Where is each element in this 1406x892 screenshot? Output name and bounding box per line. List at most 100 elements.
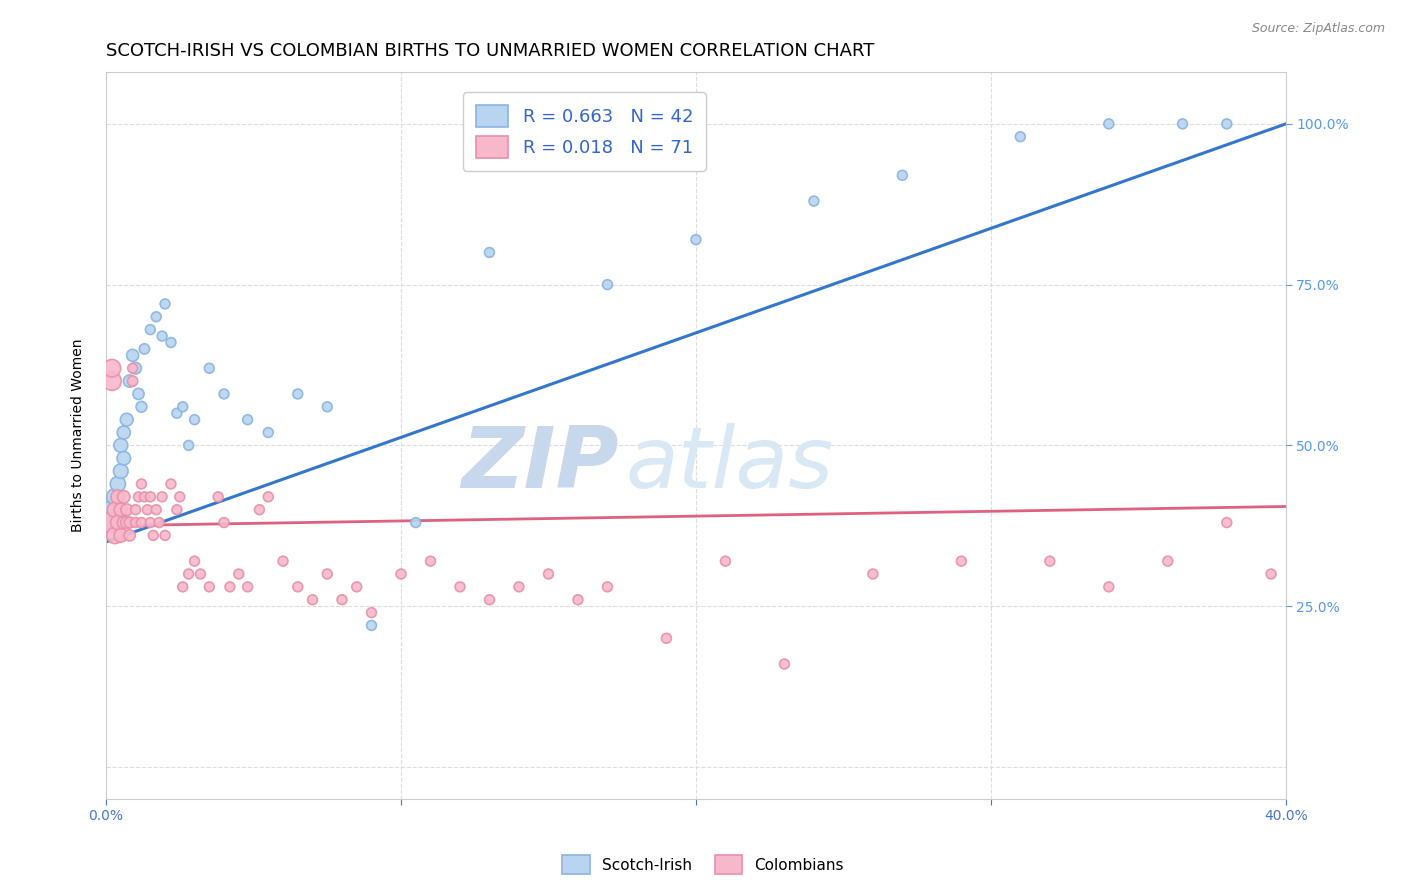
- Point: [101, 374, 124, 388]
- Point: [236, 580, 259, 594]
- Point: [212, 516, 235, 530]
- Point: [803, 194, 825, 208]
- Point: [419, 554, 441, 568]
- Point: [212, 387, 235, 401]
- Point: [136, 502, 159, 516]
- Text: Source: ZipAtlas.com: Source: ZipAtlas.com: [1251, 22, 1385, 36]
- Point: [257, 490, 280, 504]
- Y-axis label: Births to Unmarried Women: Births to Unmarried Women: [72, 339, 86, 533]
- Point: [287, 387, 309, 401]
- Point: [107, 490, 129, 504]
- Point: [1171, 117, 1194, 131]
- Point: [537, 566, 560, 581]
- Point: [104, 516, 127, 530]
- Legend: Scotch-Irish, Colombians: Scotch-Irish, Colombians: [555, 849, 851, 880]
- Point: [1010, 129, 1032, 144]
- Point: [150, 329, 173, 343]
- Point: [101, 361, 124, 376]
- Point: [567, 592, 589, 607]
- Point: [346, 580, 368, 594]
- Point: [110, 438, 132, 452]
- Point: [134, 342, 156, 356]
- Point: [228, 566, 250, 581]
- Point: [1157, 554, 1180, 568]
- Point: [207, 490, 229, 504]
- Point: [950, 554, 973, 568]
- Point: [236, 412, 259, 426]
- Point: [112, 451, 135, 466]
- Point: [478, 245, 501, 260]
- Point: [249, 502, 271, 516]
- Point: [121, 374, 143, 388]
- Text: SCOTCH-IRISH VS COLOMBIAN BIRTHS TO UNMARRIED WOMEN CORRELATION CHART: SCOTCH-IRISH VS COLOMBIAN BIRTHS TO UNMA…: [105, 42, 875, 60]
- Point: [118, 374, 141, 388]
- Point: [862, 566, 884, 581]
- Point: [405, 516, 427, 530]
- Point: [145, 502, 167, 516]
- Point: [1216, 516, 1239, 530]
- Point: [118, 516, 141, 530]
- Point: [131, 477, 153, 491]
- Point: [773, 657, 796, 671]
- Point: [271, 554, 294, 568]
- Point: [115, 516, 138, 530]
- Point: [153, 528, 176, 542]
- Point: [124, 502, 146, 516]
- Point: [190, 566, 212, 581]
- Point: [478, 592, 501, 607]
- Point: [145, 310, 167, 324]
- Point: [124, 361, 146, 376]
- Point: [257, 425, 280, 440]
- Point: [172, 580, 194, 594]
- Point: [166, 406, 188, 420]
- Point: [177, 438, 200, 452]
- Point: [160, 335, 183, 350]
- Point: [360, 606, 382, 620]
- Point: [330, 592, 353, 607]
- Point: [101, 502, 124, 516]
- Point: [301, 592, 323, 607]
- Point: [104, 490, 127, 504]
- Point: [128, 490, 150, 504]
- Point: [219, 580, 242, 594]
- Point: [107, 477, 129, 491]
- Text: ZIP: ZIP: [461, 424, 619, 507]
- Point: [112, 425, 135, 440]
- Point: [1216, 117, 1239, 131]
- Point: [110, 528, 132, 542]
- Point: [287, 580, 309, 594]
- Point: [112, 490, 135, 504]
- Point: [1039, 554, 1062, 568]
- Point: [160, 477, 183, 491]
- Point: [360, 618, 382, 632]
- Point: [449, 580, 471, 594]
- Point: [118, 528, 141, 542]
- Point: [121, 361, 143, 376]
- Point: [104, 502, 127, 516]
- Point: [110, 464, 132, 478]
- Point: [131, 516, 153, 530]
- Point: [183, 412, 205, 426]
- Point: [150, 490, 173, 504]
- Point: [115, 412, 138, 426]
- Point: [107, 516, 129, 530]
- Point: [134, 490, 156, 504]
- Point: [1098, 580, 1121, 594]
- Point: [596, 580, 619, 594]
- Point: [139, 516, 162, 530]
- Point: [508, 580, 530, 594]
- Point: [316, 400, 339, 414]
- Point: [172, 400, 194, 414]
- Point: [139, 323, 162, 337]
- Point: [655, 632, 678, 646]
- Point: [596, 277, 619, 292]
- Point: [169, 490, 191, 504]
- Point: [112, 516, 135, 530]
- Point: [98, 516, 121, 530]
- Point: [183, 554, 205, 568]
- Point: [128, 387, 150, 401]
- Point: [104, 528, 127, 542]
- Point: [389, 566, 412, 581]
- Point: [714, 554, 737, 568]
- Point: [198, 580, 221, 594]
